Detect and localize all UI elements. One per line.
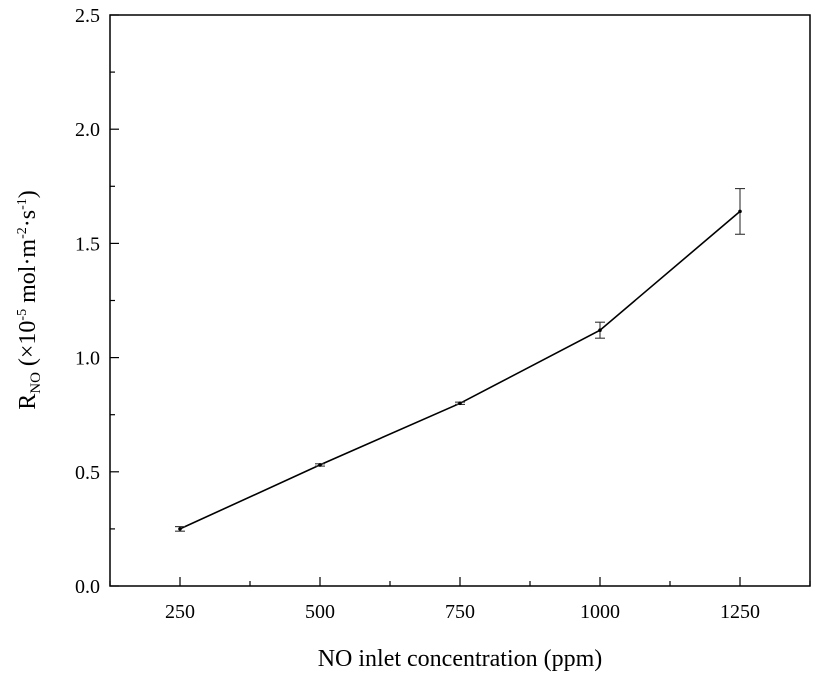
data-point	[318, 463, 322, 467]
y-tick-label: 2.0	[75, 119, 100, 141]
y-tick-label: 0.5	[75, 462, 100, 484]
y-axis-title: RNO (×10-5 mol·m-2·s-1)	[15, 190, 44, 410]
y-axis-ticks: 0.0 0.5 1.0 1.5 2.0 2.5	[75, 5, 119, 598]
series-line	[179, 210, 741, 530]
y-tick-label: 1.0	[75, 348, 100, 370]
plot-frame	[109, 14, 811, 587]
x-axis-ticks: 250 500 750 1000 1250	[109, 577, 811, 623]
x-tick-label: 500	[305, 601, 335, 623]
data-point	[598, 328, 602, 332]
data-point	[738, 209, 742, 214]
x-axis-title: NO inlet concentration (ppm)	[318, 646, 603, 672]
x-tick-label: 1000	[580, 601, 620, 623]
series-layer	[175, 188, 745, 532]
x-tick-label: 1250	[720, 601, 760, 623]
x-tick-label: 750	[445, 601, 475, 623]
x-tick-label: 250	[165, 601, 195, 623]
y-tick-label: 0.0	[75, 576, 100, 598]
y-tick-label: 2.5	[75, 5, 100, 27]
data-point	[458, 401, 462, 406]
y-tick-label: 1.5	[75, 233, 100, 255]
data-point	[178, 527, 182, 531]
